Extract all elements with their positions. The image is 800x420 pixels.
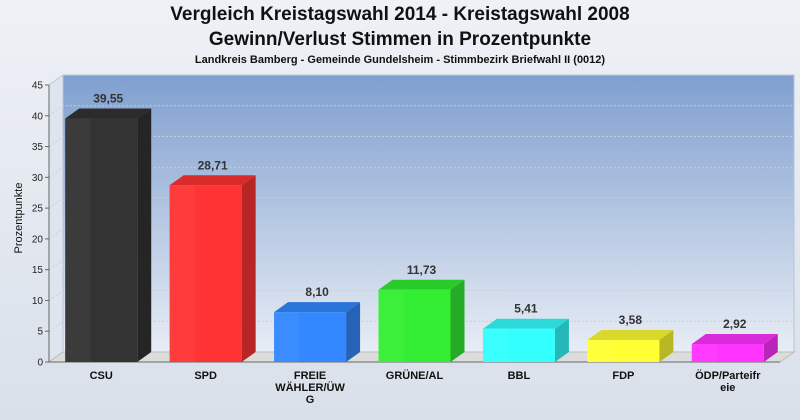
- bar-top: [65, 108, 152, 119]
- bar-front: [482, 328, 555, 362]
- bar-3: [378, 279, 465, 362]
- bar-top: [169, 175, 256, 186]
- value-label: 3,58: [619, 313, 643, 327]
- gridline: [48, 259, 794, 271]
- gridline: [48, 289, 794, 301]
- y-tick-label: 30: [32, 173, 44, 184]
- value-label: 5,41: [514, 302, 538, 316]
- y-tick-label: 45: [32, 81, 44, 92]
- chart-subtitle: Landkreis Bamberg - Gemeinde Gundelsheim…: [194, 54, 606, 66]
- bar-side: [450, 279, 465, 362]
- y-tick-label: 15: [32, 265, 44, 276]
- bar-1: [169, 175, 256, 362]
- bar-6: [691, 334, 778, 362]
- category-label: CSU: [90, 370, 113, 382]
- category-label: FDP: [612, 370, 634, 382]
- bar-front: [274, 312, 347, 362]
- bar-highlight: [482, 328, 509, 362]
- bar-highlight: [587, 339, 613, 362]
- bar-front: [169, 185, 242, 362]
- bar-highlight: [274, 312, 300, 362]
- bar-front: [587, 339, 660, 362]
- bar-top: [274, 302, 361, 313]
- bar-highlight: [378, 289, 404, 362]
- category-label: GRÜNE/AL: [386, 369, 444, 382]
- bar-side: [659, 329, 674, 362]
- bar-side: [346, 302, 361, 362]
- bar-front: [691, 344, 764, 362]
- y-axis-label: Prozentpunkte: [13, 183, 25, 254]
- bar-top: [378, 279, 465, 290]
- bar-0: [65, 108, 152, 362]
- bar-highlight: [65, 118, 91, 362]
- y-tick-label: 40: [32, 111, 44, 122]
- y-tick-label: 25: [32, 204, 44, 215]
- value-label: 28,71: [198, 158, 228, 172]
- y-tick-label: 0: [37, 358, 43, 369]
- gridline: [48, 228, 794, 240]
- bar-front: [378, 289, 451, 362]
- bar-4: [482, 318, 569, 362]
- bar-side: [137, 108, 152, 362]
- y-tick-label: 5: [37, 327, 43, 338]
- category-label: SPD: [194, 370, 217, 382]
- y-tick-label: 10: [32, 296, 44, 307]
- bar-2: [274, 302, 361, 362]
- bar-front: [65, 118, 138, 362]
- y-tick-label: 35: [32, 142, 44, 153]
- bar-highlight: [169, 185, 195, 362]
- gridline: [48, 197, 794, 209]
- value-label: 11,73: [407, 263, 437, 277]
- bar-side: [241, 175, 256, 362]
- bar-top: [691, 334, 778, 345]
- category-label: BBL: [508, 370, 531, 382]
- bar-highlight: [691, 344, 717, 362]
- bar-5: [587, 329, 674, 362]
- bar-side: [763, 334, 778, 362]
- plot-side-wall: [48, 74, 64, 363]
- gridline: [48, 166, 794, 178]
- gridline: [48, 136, 794, 147]
- chart-title-line2: Gewinn/Verlust Stimmen in Prozentpunkte: [208, 29, 592, 50]
- chart-title-line1: Vergleich Kreistagswahl 2014 - Kreistags…: [170, 4, 630, 25]
- category-label: ÖDP/Parteifr eie: [695, 369, 761, 394]
- value-label: 39,55: [93, 92, 123, 106]
- value-label: 8,10: [305, 285, 329, 299]
- gridline: [48, 105, 794, 117]
- bar-top: [587, 329, 674, 340]
- category-label: FREIE WÄHLER/ÜW G: [275, 370, 345, 406]
- bar-side: [554, 318, 569, 362]
- bar-top: [482, 318, 569, 329]
- y-tick-label: 20: [32, 234, 44, 245]
- value-label: 2,92: [723, 317, 747, 331]
- gridline: [48, 74, 794, 86]
